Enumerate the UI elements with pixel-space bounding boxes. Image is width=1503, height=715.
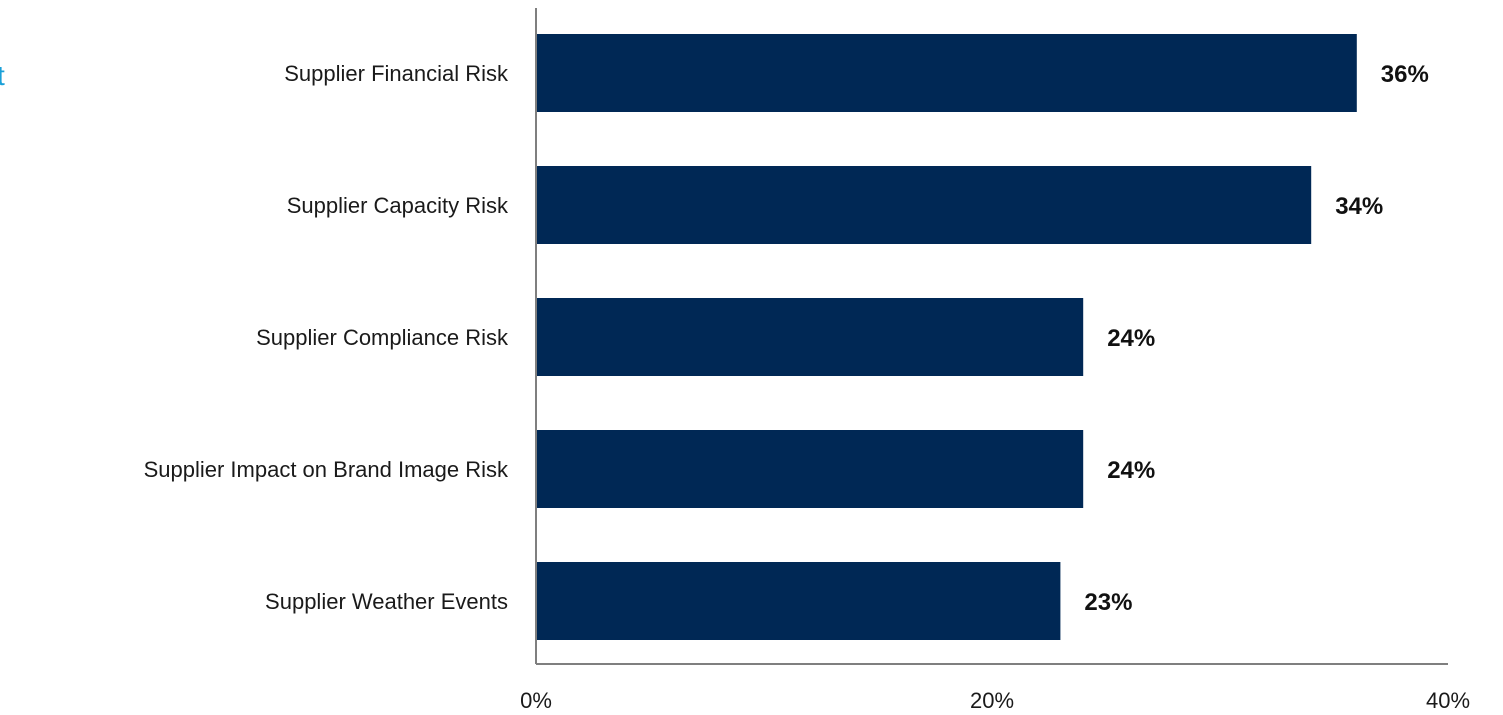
value-labels-group: 36% 34% 24% 24% 23% bbox=[1084, 61, 1428, 616]
bar-1 bbox=[537, 34, 1357, 112]
edge-text-fragment: t bbox=[0, 60, 5, 91]
category-label-3: Supplier Compliance Risk bbox=[256, 325, 509, 350]
category-label-2: Supplier Capacity Risk bbox=[287, 193, 509, 218]
bar-5 bbox=[537, 562, 1061, 640]
value-label-2: 34% bbox=[1335, 193, 1383, 220]
x-tick-labels-group: 0% 20% 40% bbox=[520, 688, 1470, 713]
category-label-1: Supplier Financial Risk bbox=[284, 61, 509, 86]
bars-group bbox=[537, 34, 1357, 640]
category-labels-group: Supplier Financial Risk Supplier Capacity… bbox=[144, 61, 509, 614]
category-label-5: Supplier Weather Events bbox=[265, 589, 508, 614]
x-tick-label-2: 20% bbox=[970, 688, 1014, 713]
value-label-5: 23% bbox=[1084, 589, 1132, 616]
x-tick-label-3: 40% bbox=[1426, 688, 1470, 713]
bar-3 bbox=[537, 298, 1084, 376]
bar-2 bbox=[537, 166, 1312, 244]
value-label-1: 36% bbox=[1381, 61, 1429, 88]
category-label-4: Supplier Impact on Brand Image Risk bbox=[144, 457, 509, 482]
bar-4 bbox=[537, 430, 1084, 508]
value-label-4: 24% bbox=[1107, 457, 1155, 484]
x-tick-label-1: 0% bbox=[520, 688, 552, 713]
value-label-3: 24% bbox=[1107, 325, 1155, 352]
